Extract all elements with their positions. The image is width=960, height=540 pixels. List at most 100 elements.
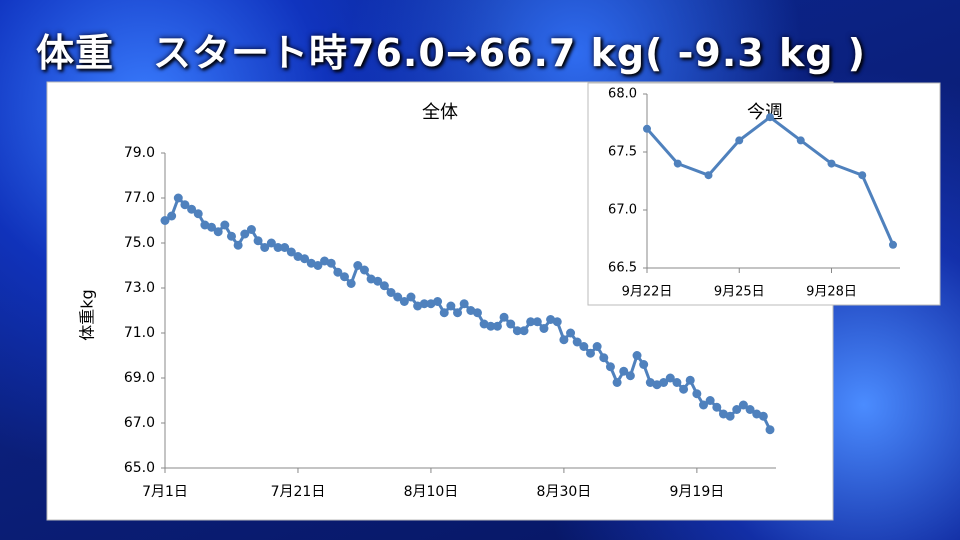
data-point — [446, 301, 456, 311]
data-point — [605, 362, 615, 372]
data-point — [187, 204, 197, 214]
data-point — [552, 317, 562, 327]
data-point — [665, 373, 675, 383]
data-point — [725, 411, 735, 421]
data-point — [572, 337, 582, 347]
x-tick-label: 9月25日 — [714, 285, 765, 300]
data-point — [612, 378, 622, 387]
data-point — [579, 342, 589, 351]
data-point — [625, 371, 635, 381]
data-point — [765, 425, 775, 435]
x-tick-label: 9月28日 — [806, 285, 857, 300]
y-tick-label: 66.5 — [608, 261, 637, 276]
data-point — [233, 240, 243, 250]
data-point — [758, 411, 768, 421]
data-point — [639, 360, 649, 369]
y-tick-label: 68.0 — [608, 87, 637, 102]
data-point — [167, 211, 177, 221]
data-point — [207, 222, 217, 232]
y-tick-label: 79.0 — [124, 145, 155, 161]
x-tick-label: 8月10日 — [404, 484, 459, 500]
y-tick-label: 67.5 — [608, 145, 637, 160]
y-tick-label: 77.0 — [124, 190, 155, 206]
data-point — [732, 405, 742, 414]
slide-title: 体重 スタート時76.0→66.7 kg( -9.3 kg ) — [36, 31, 867, 75]
data-point — [160, 216, 170, 225]
data-point — [326, 258, 336, 268]
data-point — [619, 366, 629, 376]
x-tick-label: 9月19日 — [670, 484, 725, 500]
y-tick-label: 65.0 — [124, 460, 155, 476]
data-point — [559, 335, 569, 345]
data-point — [359, 265, 369, 275]
x-tick-label: 8月30日 — [537, 484, 592, 500]
data-point — [712, 402, 722, 412]
data-point — [738, 400, 748, 410]
data-point — [519, 326, 529, 336]
data-point — [353, 261, 363, 270]
chart-title: 今週 — [747, 102, 783, 123]
data-point — [273, 243, 283, 252]
data-point — [705, 396, 715, 405]
y-tick-label: 75.0 — [124, 235, 155, 251]
data-point — [226, 231, 236, 241]
data-point — [266, 238, 276, 248]
data-point — [220, 220, 230, 230]
data-point — [599, 353, 609, 363]
y-axis-label: 体重kg — [78, 289, 97, 340]
data-point — [499, 312, 509, 322]
x-tick-label: 7月21日 — [271, 484, 326, 500]
data-point — [532, 317, 542, 327]
data-point — [346, 279, 356, 288]
data-point — [486, 321, 496, 331]
data-point — [858, 171, 867, 180]
data-point — [472, 308, 482, 318]
data-point — [260, 243, 270, 252]
data-point — [386, 288, 396, 297]
data-point — [173, 193, 183, 203]
data-point — [659, 378, 669, 387]
data-point — [745, 405, 755, 414]
data-point — [180, 200, 190, 210]
data-point — [393, 292, 403, 302]
data-point — [685, 375, 695, 385]
data-point — [313, 261, 323, 270]
data-point — [193, 209, 203, 219]
y-tick-label: 73.0 — [124, 280, 155, 296]
data-point — [280, 243, 290, 252]
data-point — [692, 389, 702, 399]
data-point — [492, 321, 502, 331]
data-point — [566, 328, 576, 338]
data-point — [585, 348, 595, 358]
data-point — [340, 272, 350, 282]
y-tick-label: 67.0 — [608, 203, 637, 218]
data-point — [379, 281, 389, 291]
x-tick-label: 7月1日 — [142, 484, 188, 500]
data-point — [439, 308, 449, 318]
data-point — [459, 299, 469, 309]
y-tick-label: 69.0 — [124, 370, 155, 386]
data-point — [213, 227, 223, 237]
data-point — [300, 254, 310, 264]
data-point — [592, 342, 602, 351]
data-point — [512, 326, 522, 336]
data-point — [643, 124, 651, 133]
data-point — [673, 159, 682, 168]
data-point — [433, 297, 443, 306]
data-point — [253, 236, 263, 246]
data-point — [699, 400, 709, 410]
x-tick-label: 9月22日 — [622, 285, 673, 300]
data-point — [286, 247, 296, 257]
data-point — [333, 267, 343, 277]
data-point — [419, 299, 429, 309]
data-point — [406, 292, 416, 302]
data-point — [889, 240, 897, 249]
y-tick-label: 71.0 — [124, 325, 155, 341]
data-point — [399, 297, 409, 306]
y-tick-label: 67.0 — [124, 415, 155, 431]
data-point — [766, 113, 774, 122]
data-point — [796, 136, 805, 145]
data-point — [735, 136, 744, 145]
